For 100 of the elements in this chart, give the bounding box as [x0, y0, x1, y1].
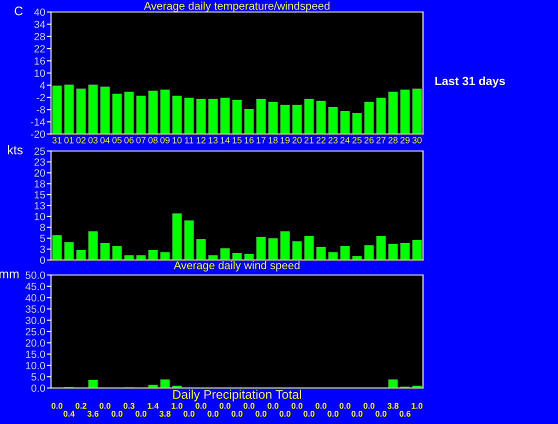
- data-label: 0.2: [76, 402, 86, 409]
- x-tick-label: 08: [148, 137, 158, 144]
- data-label: 0.0: [244, 402, 254, 409]
- x-tick-label: 06: [124, 137, 134, 144]
- y-tick-label: 0: [40, 256, 46, 264]
- y-tick-label: 15.0: [26, 350, 46, 358]
- x-tick-label: 07: [136, 137, 146, 144]
- x-tick-label: 25: [352, 137, 362, 144]
- y-tick-label: 5.0: [31, 373, 46, 381]
- x-tick-label: 05: [112, 137, 122, 144]
- y-tick-label: 8: [40, 224, 45, 232]
- x-tick-label: 10: [172, 137, 182, 144]
- x-tick-label: 12: [196, 137, 206, 144]
- y-tick-label: 10.0: [26, 362, 46, 370]
- data-label: 0.0: [220, 402, 230, 409]
- y-tick-label: 25.0: [26, 328, 46, 336]
- data-label: 0.0: [268, 402, 278, 409]
- y-tick-label: 18: [34, 180, 45, 188]
- x-tick-label: 19: [280, 137, 290, 144]
- y-tick-label: 10: [34, 212, 46, 220]
- x-tick-label: 04: [100, 137, 110, 144]
- data-label: 0.0: [112, 410, 122, 417]
- y-tick-label: -20: [30, 130, 46, 138]
- data-label: 0.0: [184, 410, 194, 417]
- data-label: 3.6: [87, 410, 98, 417]
- data-label: 0.0: [328, 410, 338, 417]
- data-label: 1.0: [412, 402, 422, 409]
- x-tick-label: 24: [340, 137, 350, 144]
- x-tick-label: 13: [208, 137, 218, 144]
- data-label: 0.0: [316, 402, 326, 409]
- y-tick-label: 28: [34, 32, 45, 40]
- chart-title: Average daily temperature/windspeed: [144, 2, 330, 12]
- y-tick-label: 13: [34, 202, 45, 210]
- x-tick-label: 11: [185, 137, 194, 144]
- y-tick-label: -2: [36, 94, 45, 102]
- x-tick-label: 16: [244, 137, 254, 144]
- y-tick-label: 0.0: [31, 384, 46, 392]
- data-label: 0.0: [340, 402, 350, 409]
- x-tick-label: 30: [412, 137, 422, 144]
- data-label: 0.0: [280, 410, 290, 417]
- x-tick-label: 23: [328, 137, 338, 144]
- y-tick-label: 40: [34, 8, 46, 16]
- data-label: 0.0: [376, 410, 386, 417]
- data-label: 0.4: [64, 410, 75, 417]
- data-label: 0.0: [100, 402, 110, 409]
- data-label: 1.0: [172, 402, 182, 409]
- y-tick-label: 34: [34, 20, 46, 28]
- y-axis-title: kts: [8, 145, 23, 154]
- x-tick-label: 22: [316, 137, 326, 144]
- x-tick-label: 03: [88, 137, 98, 144]
- data-label: 1.4: [148, 402, 159, 409]
- x-tick-label: 01: [64, 137, 74, 144]
- y-tick-label: 10: [34, 70, 46, 77]
- data-label: 0.0: [136, 410, 146, 417]
- y-tick-label: -8: [36, 106, 45, 114]
- data-label: 0.3: [124, 402, 134, 409]
- x-tick-label: 27: [376, 137, 386, 144]
- x-tick-label: 21: [304, 137, 314, 144]
- data-label: 0.0: [364, 402, 374, 409]
- data-label: 0.0: [352, 410, 362, 417]
- y-tick-label: 4: [40, 82, 46, 89]
- y-tick-label: 16: [34, 57, 45, 65]
- y-tick-label: 20: [34, 169, 46, 177]
- y-tick-label: 35.0: [26, 305, 46, 313]
- y-tick-label: 5: [40, 234, 46, 242]
- data-label: 0.0: [52, 402, 62, 409]
- x-tick-label: 15: [232, 137, 242, 144]
- data-label: 0.0: [232, 410, 242, 417]
- y-tick-label: 30.0: [26, 316, 46, 324]
- data-label: 3.8: [387, 402, 399, 409]
- y-tick-label: 3: [40, 246, 45, 253]
- y-tick-label: 22: [34, 45, 45, 52]
- y-tick-label: 40.0: [25, 294, 46, 302]
- x-tick-label: 14: [220, 137, 230, 144]
- y-tick-label: 45.0: [25, 282, 46, 290]
- y-tick-label: 20.0: [26, 339, 46, 347]
- text: Last 31 days: [435, 76, 505, 88]
- data-label: 0.0: [256, 410, 266, 417]
- x-tick-label: 02: [76, 137, 86, 144]
- x-tick-label: 20: [292, 137, 302, 144]
- x-tick-label: 31: [52, 137, 62, 144]
- y-tick-label: 50.0: [26, 272, 46, 279]
- data-label: 0.0: [304, 410, 314, 417]
- data-label: 0.6: [400, 410, 410, 417]
- data-label: 0.0: [208, 410, 218, 417]
- data-label: 3.8: [159, 410, 171, 417]
- y-axis-title: C: [14, 6, 23, 16]
- x-tick-label: 09: [160, 137, 170, 144]
- x-tick-label: 29: [400, 137, 410, 144]
- text: Average daily wind speed: [174, 261, 300, 272]
- x-tick-label: 18: [268, 137, 278, 144]
- y-tick-label: -14: [30, 118, 46, 126]
- text: Daily Precipitation Total: [173, 390, 302, 402]
- x-tick-label: 17: [256, 137, 266, 144]
- y-tick-label: 23: [34, 158, 45, 166]
- data-label: 0.0: [196, 402, 206, 409]
- data-label: 0.0: [292, 402, 302, 409]
- x-tick-label: 28: [388, 137, 398, 144]
- y-tick-label: 15: [34, 191, 46, 198]
- y-tick-label: 25: [34, 148, 46, 155]
